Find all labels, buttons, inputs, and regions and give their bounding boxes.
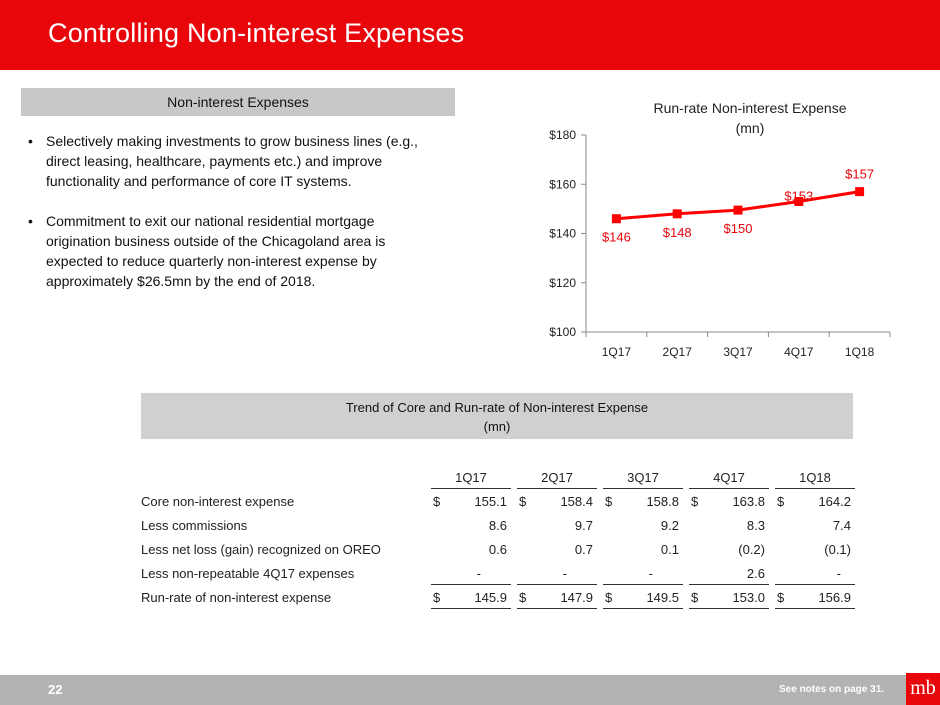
row-label: Run-rate of non-interest expense — [141, 590, 332, 605]
footnote-reference: See notes on page 31. — [779, 684, 885, 695]
mb-logo: mb — [906, 673, 940, 705]
y-tick-label: $140 — [549, 227, 576, 241]
table-cell: 0.6 — [488, 542, 507, 557]
table-subtitle: (mn) — [483, 419, 511, 434]
data-label: $150 — [724, 221, 753, 236]
column-header: 1Q18 — [775, 466, 855, 489]
row-label: Core non-interest expense — [141, 494, 295, 509]
line-chart: Run-rate Non-interest Expense (mn) $100 $… — [520, 90, 920, 370]
table-cell: 9.2 — [660, 518, 679, 533]
table-cell: 7.4 — [832, 518, 851, 533]
data-point — [611, 214, 621, 224]
page-title: Controlling Non-interest Expenses — [48, 18, 465, 48]
table-cell: 8.6 — [488, 518, 507, 533]
table-row-total: Run-rate of non-interest expense $145.9 … — [141, 586, 855, 610]
x-tick-label: 2Q17 — [663, 345, 693, 359]
x-tick-label: 1Q17 — [602, 345, 632, 359]
table-cell: 0.1 — [660, 542, 679, 557]
x-tick-label: 1Q18 — [845, 345, 875, 359]
table-cell: - — [517, 562, 597, 585]
section-heading: Non-interest Expenses — [21, 88, 455, 116]
data-point — [855, 187, 865, 197]
table-cell: $145.9 — [431, 586, 511, 609]
data-label: $157 — [845, 167, 874, 182]
series-line — [616, 190, 860, 221]
table-cell: - — [431, 562, 511, 585]
page-number: 22 — [48, 682, 63, 697]
table-cell: $149.5 — [603, 586, 683, 609]
table-cell: 9.7 — [574, 518, 593, 533]
x-tick-label: 4Q17 — [784, 345, 814, 359]
header-banner: Controlling Non-interest Expenses — [0, 0, 940, 70]
bullet-item: Commitment to exit our national resident… — [28, 211, 428, 291]
data-point — [672, 209, 682, 219]
table-cell: $153.0 — [689, 586, 769, 609]
bullet-item: Selectively making investments to grow b… — [28, 131, 428, 191]
table-cell: $158.4 — [519, 494, 593, 509]
column-header: 4Q17 — [689, 466, 769, 489]
table-cell: 8.3 — [746, 518, 765, 533]
table-row: Less net loss (gain) recognized on OREO … — [141, 538, 853, 562]
table-cell: - — [775, 562, 855, 585]
column-header: 3Q17 — [603, 466, 683, 489]
column-header: 1Q17 — [431, 466, 511, 489]
chart-title-block: Run-rate Non-interest Expense (mn) — [520, 98, 920, 138]
row-label: Less commissions — [141, 518, 248, 533]
footer-bar: 22 See notes on page 31. — [0, 675, 940, 705]
table-cell: 2.6 — [689, 562, 769, 585]
data-label: $153 — [784, 188, 813, 203]
table-cell: $156.9 — [775, 586, 855, 609]
table-cell: $163.8 — [691, 494, 765, 509]
table-cell: 0.7 — [574, 542, 593, 557]
chart-subtitle: (mn) — [735, 120, 765, 136]
y-tick-label: $100 — [549, 325, 576, 339]
expense-table: 1Q17 2Q17 3Q17 4Q17 1Q18 Core non-intere… — [141, 466, 855, 610]
table-cell: (0.2) — [738, 542, 765, 557]
bullet-list: Selectively making investments to grow b… — [28, 131, 428, 311]
table-heading: Trend of Core and Run-rate of Non-intere… — [141, 393, 853, 439]
table-cell: (0.1) — [824, 542, 851, 557]
table-cell: $158.8 — [605, 494, 679, 509]
column-header: 2Q17 — [517, 466, 597, 489]
table-row: Less commissions 8.6 9.7 9.2 8.3 7.4 — [141, 514, 853, 538]
data-label: $146 — [602, 230, 631, 245]
x-tick-label: 3Q17 — [723, 345, 753, 359]
table-cell: $147.9 — [517, 586, 597, 609]
chart-title: Run-rate Non-interest Expense — [653, 100, 847, 116]
table-cell: $155.1 — [433, 494, 507, 509]
table-header-row: 1Q17 2Q17 3Q17 4Q17 1Q18 — [141, 466, 855, 490]
table-row: Core non-interest expense $155.1 $158.4 … — [141, 490, 853, 514]
y-tick-label: $160 — [549, 177, 576, 191]
table-row: Less non-repeatable 4Q17 expenses - - - … — [141, 562, 855, 586]
table-title: Trend of Core and Run-rate of Non-intere… — [345, 400, 649, 415]
table-cell: $164.2 — [777, 494, 851, 509]
y-tick-label: $120 — [549, 276, 576, 290]
table-cell: - — [603, 562, 683, 585]
row-label: Less non-repeatable 4Q17 expenses — [141, 566, 355, 581]
row-label: Less net loss (gain) recognized on OREO — [141, 542, 381, 557]
data-point — [794, 196, 804, 206]
data-point — [733, 205, 743, 215]
chart-canvas: $100 $120 $140 $160 $180 1Q17 2Q17 3Q17 4Q17 1Q18… — [549, 128, 891, 359]
y-tick-label: $180 — [549, 128, 576, 142]
data-label: $148 — [663, 225, 692, 240]
